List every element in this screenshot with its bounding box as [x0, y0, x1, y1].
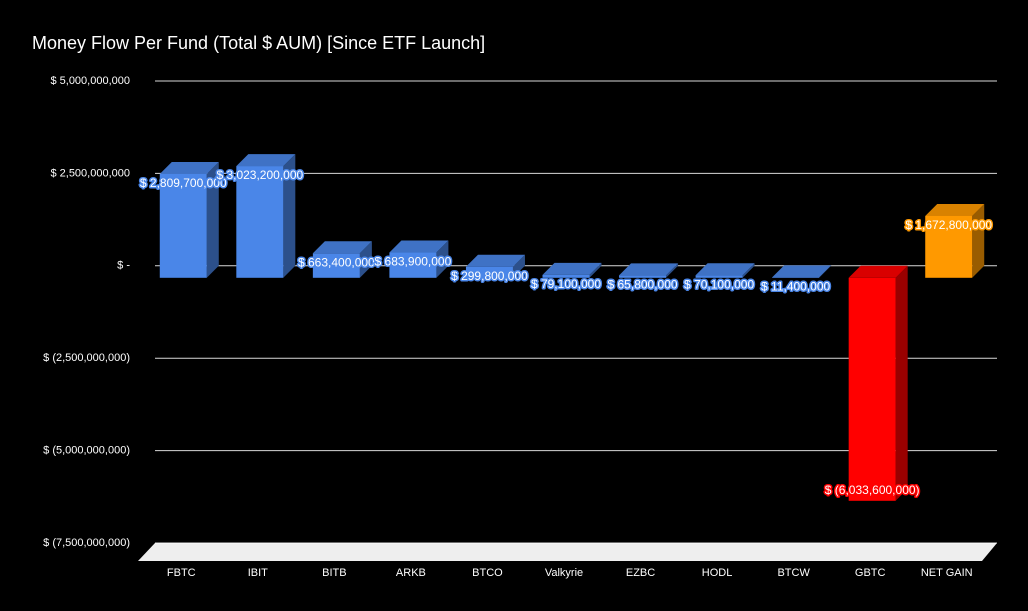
bar-top — [159, 161, 219, 174]
value-label: $ 2,809,700,000 — [140, 176, 227, 190]
bar-side — [972, 203, 985, 278]
bar-top — [542, 262, 602, 275]
bar-side — [283, 154, 296, 278]
bar-top — [619, 263, 679, 276]
bar — [772, 277, 820, 278]
bar-side — [359, 241, 372, 278]
bar-top — [465, 254, 525, 267]
bar — [312, 253, 360, 278]
bar-top — [848, 265, 908, 278]
y-tick-label: $ - — [117, 260, 130, 272]
chart-title: Money Flow Per Fund (Total $ AUM) [Since… — [32, 33, 485, 53]
bar — [389, 252, 437, 278]
value-label: $ 11,400,000 — [761, 280, 831, 294]
x-tick-label: BITB — [322, 567, 346, 579]
bar — [159, 173, 207, 278]
value-label: $ 3,023,200,000 — [216, 168, 303, 182]
bar-side — [666, 263, 679, 278]
value-label: $ 70,100,000 — [684, 277, 754, 291]
bar — [848, 277, 896, 501]
bar-top — [925, 203, 985, 216]
bar-top — [236, 154, 296, 167]
x-tick-label: BTCW — [777, 567, 810, 579]
x-tick-label: ARKB — [396, 567, 426, 579]
x-tick-label: IBIT — [248, 567, 268, 579]
bar-side — [742, 263, 755, 278]
y-tick-label: $ 5,000,000,000 — [50, 75, 130, 87]
value-label: $ (6,033,600,000) — [825, 483, 920, 497]
x-tick-label: BTCO — [472, 567, 503, 579]
value-label: $ 79,100,000 — [531, 277, 601, 291]
bar — [925, 215, 973, 278]
bar-top — [695, 263, 755, 276]
x-tick-label: NET GAIN — [921, 567, 973, 579]
value-label: $ 65,800,000 — [608, 278, 678, 292]
y-tick-label: $ (5,000,000,000) — [43, 445, 130, 457]
y-tick-label: $ (2,500,000,000) — [43, 352, 130, 364]
bar — [619, 275, 667, 278]
value-label: $ 683,900,000 — [375, 255, 452, 269]
bar-side — [819, 265, 832, 278]
value-label: $ 1,672,800,000 — [905, 218, 992, 232]
x-tick-label: Valkyrie — [545, 567, 583, 579]
bar-side — [895, 265, 908, 501]
bar — [465, 266, 513, 278]
bar — [542, 274, 590, 278]
bar-side — [589, 262, 602, 278]
bar-top — [772, 265, 832, 278]
bar — [236, 166, 284, 278]
bar-side — [206, 161, 219, 278]
x-tick-label: FBTC — [167, 567, 196, 579]
bar-top — [312, 241, 372, 254]
x-tick-label: GBTC — [855, 567, 886, 579]
x-tick-label: HODL — [702, 567, 733, 579]
y-tick-label: $ 2,500,000,000 — [50, 167, 130, 179]
bar — [695, 275, 743, 278]
bar-side — [436, 240, 449, 278]
y-tick-label: $ (7,500,000,000) — [43, 537, 130, 549]
value-label: $ 299,800,000 — [451, 269, 528, 283]
value-label: $ 663,400,000 — [298, 255, 375, 269]
bar-side — [512, 254, 525, 278]
bar-top — [389, 240, 449, 253]
x-tick-label: EZBC — [626, 567, 655, 579]
floor — [138, 543, 997, 561]
